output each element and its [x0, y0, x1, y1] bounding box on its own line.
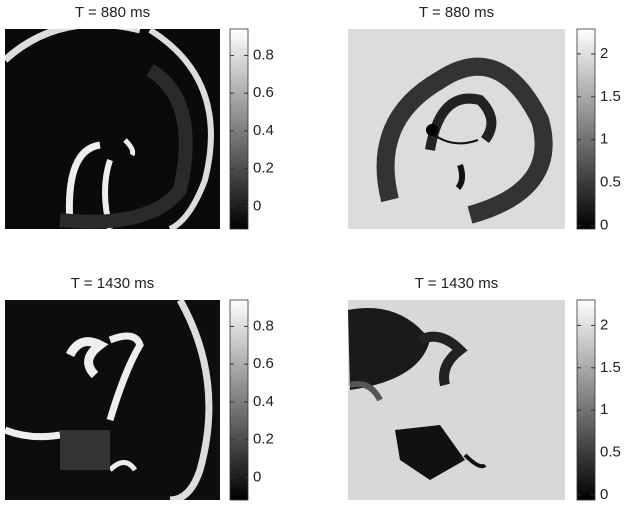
colorbar-tick-label: 1.5: [600, 88, 621, 105]
colorbar-tick-label: 2: [600, 45, 608, 62]
field-image: [5, 29, 220, 229]
colorbar: [229, 299, 249, 501]
panel-title: T = 1430 ms: [71, 275, 155, 292]
colorbar: [576, 28, 596, 230]
field-image: [348, 29, 565, 229]
colorbar-tick-label: 0.5: [600, 444, 621, 461]
colorbar-tick-label: 0.4: [253, 122, 274, 139]
colorbar-tick-label: 0.4: [253, 393, 274, 410]
colorbar-tick-label: 0.8: [253, 317, 274, 334]
colorbar-tick-label: 0: [600, 217, 608, 234]
colorbar-tick-label: 0.6: [253, 355, 274, 372]
field-image: [348, 300, 565, 500]
colorbar-tick-label: 0.6: [253, 84, 274, 101]
panel-title: T = 880 ms: [419, 4, 494, 21]
colorbar-tick-label: 0: [253, 197, 261, 214]
colorbar-tick-label: 0.5: [600, 174, 621, 191]
panel-title: T = 880 ms: [75, 4, 150, 21]
colorbar-tick-label: 0.8: [253, 46, 274, 63]
colorbar-tick-label: 0: [253, 468, 261, 485]
colorbar-tick-label: 1.5: [600, 359, 621, 376]
panel-title: T = 1430 ms: [415, 275, 499, 292]
colorbar-tick-label: 0.2: [253, 431, 274, 448]
colorbar-tick-label: 1: [600, 131, 608, 148]
colorbar-tick-label: 0.2: [253, 160, 274, 177]
colorbar-tick-label: 0: [600, 486, 608, 503]
field-image: [5, 300, 220, 500]
colorbar: [229, 28, 249, 230]
colorbar-tick-label: 1: [600, 401, 608, 418]
colorbar: [576, 299, 596, 501]
colorbar-tick-label: 2: [600, 316, 608, 333]
